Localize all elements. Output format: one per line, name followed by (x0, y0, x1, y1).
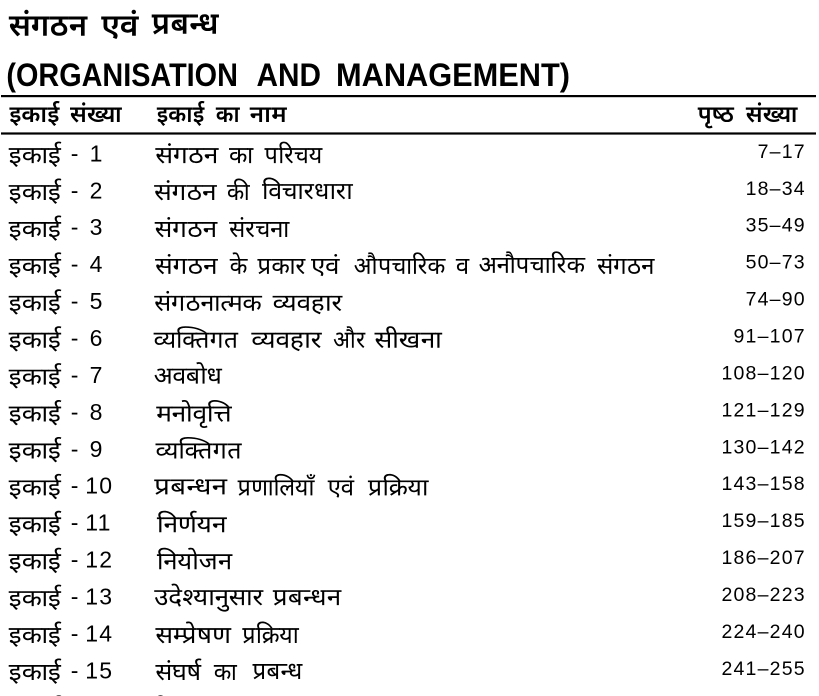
svg-text:50–73: 50–73 (746, 252, 806, 274)
svg-text:-: - (71, 140, 79, 166)
svg-text:(ORGANISATION: (ORGANISATION (6, 57, 238, 93)
svg-text:AND: AND (257, 57, 322, 93)
svg-text:10: 10 (85, 473, 113, 499)
svg-text:186–207: 186–207 (721, 547, 805, 569)
svg-text:159–185: 159–185 (721, 510, 805, 532)
svg-text:6: 6 (90, 325, 104, 351)
svg-text:-: - (71, 583, 79, 609)
svg-text:4: 4 (90, 251, 104, 277)
svg-text:121–129: 121–129 (721, 399, 805, 421)
svg-text:15: 15 (85, 657, 113, 683)
svg-text:241–255: 241–255 (721, 658, 805, 680)
svg-text:74–90: 74–90 (746, 289, 806, 311)
svg-text:-: - (71, 251, 79, 277)
svg-text:16: 16 (85, 694, 113, 696)
svg-text:-: - (71, 362, 79, 388)
svg-text:11: 11 (85, 510, 111, 536)
svg-text:130–142: 130–142 (721, 436, 805, 458)
svg-text:35–49: 35–49 (746, 215, 806, 237)
svg-text:-: - (71, 510, 79, 536)
svg-text:7–17: 7–17 (758, 141, 806, 163)
svg-text:-: - (71, 473, 79, 499)
svg-text:-: - (71, 288, 79, 314)
svg-text:256–270: 256–270 (721, 695, 805, 696)
svg-text:-: - (71, 547, 79, 573)
svg-text:2: 2 (90, 177, 104, 203)
svg-text:-: - (71, 694, 79, 696)
svg-text:7: 7 (90, 362, 104, 388)
svg-text:-: - (71, 325, 79, 351)
svg-text:13: 13 (85, 583, 113, 609)
svg-text:224–240: 224–240 (721, 621, 805, 643)
svg-text:208–223: 208–223 (721, 584, 805, 606)
svg-text:3: 3 (90, 214, 104, 240)
svg-text:8: 8 (90, 399, 104, 425)
svg-text:-: - (71, 436, 79, 462)
svg-text:14: 14 (85, 620, 113, 646)
svg-text:108–120: 108–120 (721, 362, 805, 384)
svg-text:-: - (71, 177, 79, 203)
svg-text:MANAGEMENT): MANAGEMENT) (336, 57, 570, 93)
svg-text:-: - (71, 214, 79, 240)
svg-text:5: 5 (90, 288, 104, 314)
svg-text:18–34: 18–34 (746, 178, 806, 200)
svg-text:9: 9 (90, 436, 104, 462)
svg-text:-: - (71, 620, 79, 646)
svg-text:91–107: 91–107 (734, 326, 806, 348)
svg-text:-: - (71, 657, 79, 683)
svg-text:-: - (71, 399, 79, 425)
svg-text:1: 1 (90, 140, 104, 166)
svg-text:143–158: 143–158 (721, 473, 805, 495)
svg-text:12: 12 (85, 547, 113, 573)
